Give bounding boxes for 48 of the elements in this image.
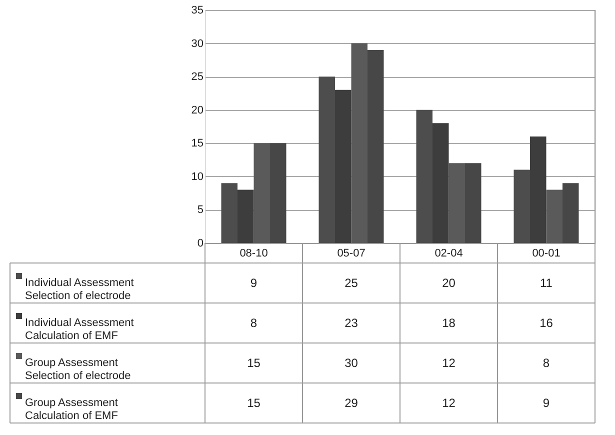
bar — [432, 123, 449, 243]
bar — [448, 163, 465, 243]
bar — [546, 190, 562, 243]
data-label: 9 — [250, 276, 258, 290]
x-tick-label: 08-10 — [240, 248, 268, 260]
bar — [562, 183, 579, 243]
y-tick-label: 35 — [191, 4, 204, 16]
legend-label: Individual Assessment Selection of electrode — [25, 277, 134, 302]
data-label: 23 — [344, 316, 358, 330]
bar — [318, 76, 335, 243]
legend-label: Group Assessment Selection of electrode — [25, 357, 131, 382]
data-label: 29 — [344, 396, 358, 410]
y-tick-label: 0 — [197, 238, 204, 250]
bar — [351, 43, 368, 243]
y-tick-label: 20 — [191, 104, 204, 116]
x-tick-label: 00-01 — [532, 248, 560, 260]
legend-label: Individual Assessment Calculation of EMF — [25, 317, 134, 342]
data-label: 25 — [344, 276, 358, 290]
data-label: 11 — [540, 276, 553, 290]
bar — [238, 190, 254, 243]
x-tick-label: 02-04 — [434, 248, 463, 260]
data-label: 15 — [247, 356, 261, 370]
data-label: 12 — [442, 396, 456, 410]
legend-label: Group Assessment Calculation of EMF — [25, 397, 118, 422]
bar — [530, 136, 546, 243]
y-tick-label: 30 — [191, 38, 204, 50]
bar — [221, 183, 238, 243]
data-label: 20 — [442, 276, 456, 290]
data-label: 30 — [344, 356, 358, 370]
data-label: 16 — [540, 316, 554, 330]
bar — [254, 143, 270, 243]
bar — [514, 170, 530, 243]
data-label: 12 — [442, 356, 456, 370]
bar — [465, 163, 482, 243]
bar — [416, 110, 432, 243]
bar — [270, 143, 286, 243]
data-label: 9 — [542, 396, 550, 410]
x-tick-label: 05-07 — [337, 248, 366, 260]
bar — [368, 50, 384, 243]
y-tick-label: 10 — [191, 170, 204, 183]
data-label: 8 — [250, 316, 258, 330]
data-label: 18 — [442, 316, 456, 330]
y-tick-label: 15 — [191, 138, 204, 150]
data-label: 15 — [247, 396, 261, 410]
bar — [335, 90, 352, 243]
data-label: 8 — [542, 356, 550, 370]
y-tick-label: 5 — [197, 204, 204, 216]
y-tick-label: 25 — [191, 71, 204, 84]
